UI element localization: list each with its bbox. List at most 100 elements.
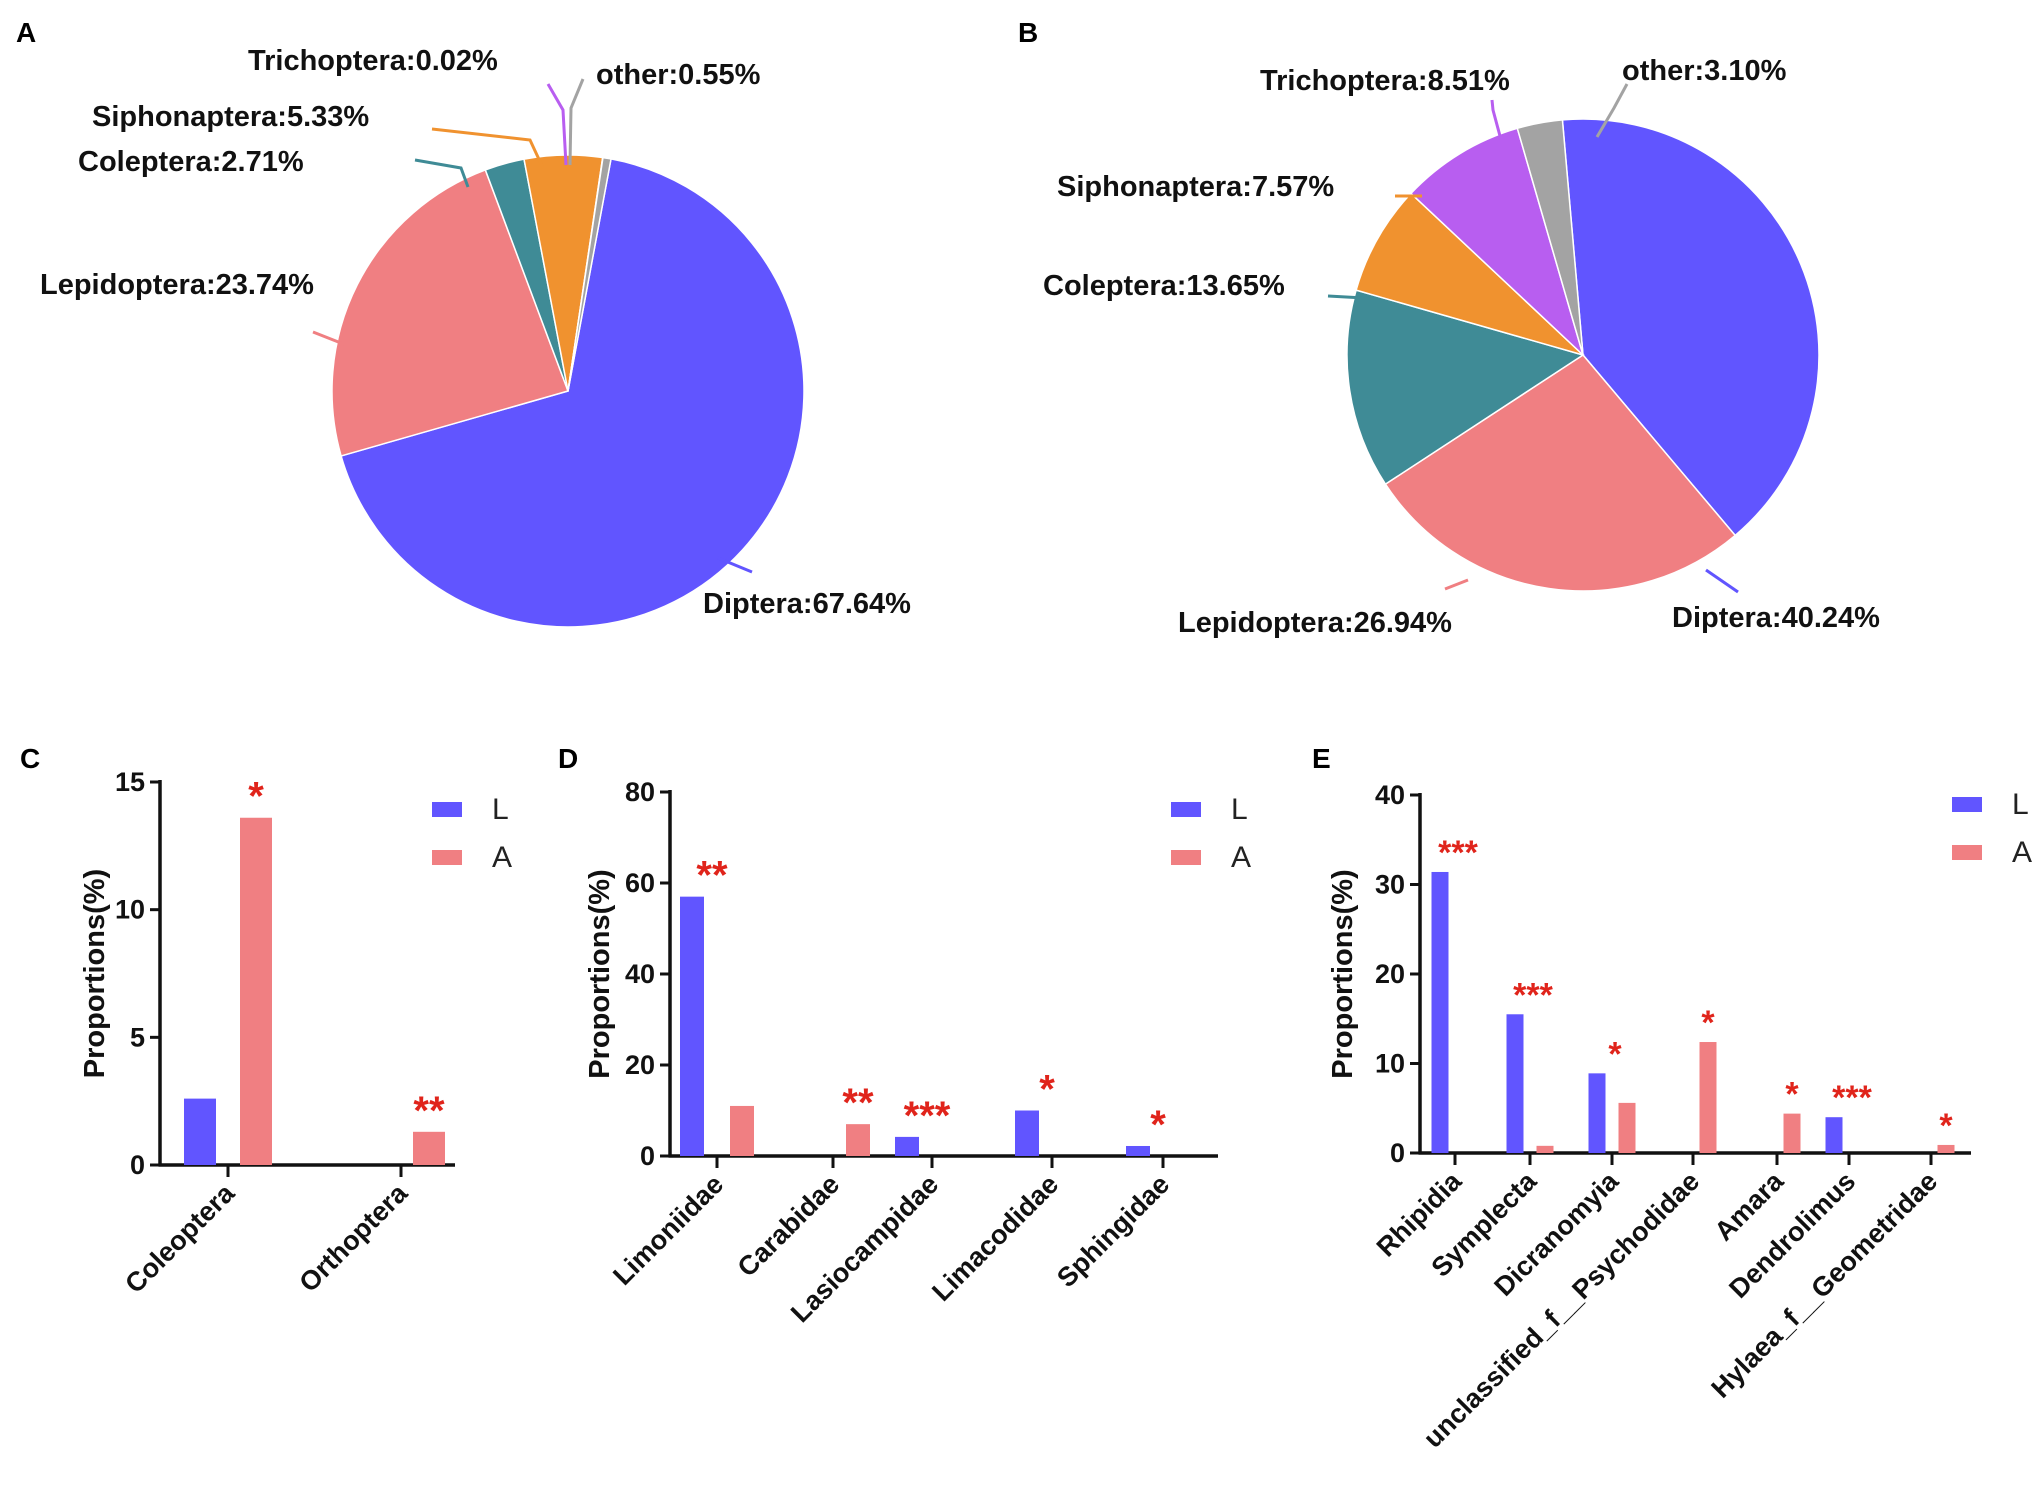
bar-c-significance: *	[248, 775, 264, 819]
bar-c-ytick-label: 15	[115, 767, 145, 797]
bar-e-ytick-label: 40	[1375, 780, 1405, 810]
bar-c-coleoptera-l	[184, 1098, 216, 1165]
bar-c-legend-label-a: A	[492, 841, 512, 874]
bar-e-ytick-label: 0	[1390, 1138, 1405, 1168]
panel-letter-a: A	[16, 17, 36, 48]
bar-c-category-label-orthoptera: Orthoptera	[293, 1177, 414, 1298]
bar-d-ytick-label: 40	[625, 959, 655, 989]
bar-d-significance: *	[1039, 1068, 1055, 1112]
bar-d-ytick-label: 20	[625, 1050, 655, 1080]
bar-e-significance: ***	[1438, 834, 1478, 872]
pie-a-label-trichoptera: Trichoptera:0.02%	[248, 45, 498, 77]
pie-a-label-other: other:0.55%	[596, 59, 761, 91]
bar-c-legend-label-l: L	[492, 793, 509, 826]
bar-d-ytick-label: 80	[625, 777, 655, 807]
bar-e-significance: *	[1608, 1035, 1622, 1073]
bar-d-significance: ***	[904, 1094, 951, 1138]
bar-c-category-label-coleoptera: Coleoptera	[119, 1177, 241, 1299]
pie-b-label-lepidoptera: Lepidoptera:26.94%	[1178, 607, 1452, 639]
bar-e-unclassified-f-psychodidae-a	[1699, 1042, 1717, 1153]
pie-a-leader-lepidoptera	[312, 330, 347, 347]
pie-b-label-diptera: Diptera:40.24%	[1672, 602, 1880, 634]
panel-letter-d: D	[558, 743, 578, 774]
pie-b-leader-other	[1595, 83, 1629, 138]
bar-d-legend-swatch-l	[1171, 802, 1201, 817]
bar-d-legend-label-l: L	[1231, 793, 1248, 826]
bar-d-ytick-label: 60	[625, 868, 655, 898]
pie-b-slice-trichoptera	[1409, 127, 1585, 358]
pie-b-label-trichoptera: Trichoptera:8.51%	[1260, 65, 1510, 97]
bar-e-dendrolimus-l	[1825, 1117, 1843, 1153]
bar-e-legend-swatch-a	[1952, 845, 1982, 860]
bar-d-category-label-limacodidae: Limacodidae	[926, 1169, 1064, 1307]
bar-c-ylabel: Proportions(%)	[79, 869, 111, 1078]
pie-b-leader-coleptera	[1327, 294, 1365, 300]
pie-b-slice-diptera	[1561, 118, 1820, 537]
bar-e-rhipidia-l	[1431, 871, 1449, 1153]
bar-d-legend-label-a: A	[1231, 841, 1251, 874]
pie-b-leader-lepidoptera	[1444, 578, 1469, 591]
bar-e-ytick-label: 30	[1375, 870, 1405, 900]
bar-c-ytick-label: 5	[130, 1022, 145, 1052]
bar-d-significance: **	[696, 854, 728, 898]
bar-c-ytick-label: 0	[130, 1150, 145, 1180]
bar-chart-c: 0 5 10 15 Proportions(%) Coleoptera * Orthopter…	[79, 767, 512, 1299]
pie-b-leader-diptera	[1705, 568, 1739, 594]
panel-letter-e: E	[1312, 743, 1331, 774]
pie-b-slice-other	[1516, 119, 1584, 356]
pie-a-slice-other	[567, 156, 612, 392]
pie-b-label-siphonaptera: Siphonaptera:7.57%	[1057, 171, 1334, 203]
bar-e-hylaea-f-geometridae-a	[1937, 1144, 1955, 1153]
pie-chart-a: Diptera:67.64% Lepidoptera:23.74% Colepter…	[40, 45, 911, 628]
bar-chart-e: 010203040Proportions(%)Rhipidia***Symple…	[1327, 780, 2032, 1454]
pie-a-leader-coleptera	[414, 158, 470, 188]
bar-d-lasiocampidae-l	[895, 1136, 919, 1156]
bar-d-ytick-label: 0	[640, 1141, 655, 1171]
bar-e-ytick-label: 10	[1375, 1049, 1405, 1079]
pie-a-leader-siphonaptera	[431, 127, 545, 169]
pie-a-label-siphonaptera: Siphonaptera:5.33%	[92, 101, 369, 133]
bar-e-ylabel: Proportions(%)	[1327, 869, 1359, 1078]
pie-a-leader-trichoptera	[546, 83, 568, 166]
bar-e-legend-label-a: A	[2012, 836, 2032, 869]
pie-a-slice-diptera	[340, 158, 805, 628]
bar-e-significance: *	[1939, 1107, 1953, 1145]
bar-c-significance: **	[413, 1089, 445, 1133]
bar-e-dicranomyia-l	[1588, 1073, 1606, 1153]
panel-letter-c: C	[20, 743, 40, 774]
bar-e-symplecta-l	[1506, 1014, 1524, 1153]
bar-d-limoniidae-l	[680, 896, 704, 1156]
bar-e-ytick-label: 20	[1375, 959, 1405, 989]
bar-c-ytick-label: 10	[115, 895, 145, 925]
bar-e-amara-a	[1783, 1113, 1801, 1153]
bar-d-ylabel: Proportions(%)	[584, 869, 616, 1078]
bar-d-limoniidae-a	[730, 1105, 754, 1156]
bar-e-symplecta-a	[1536, 1145, 1554, 1153]
bar-e-significance: ***	[1513, 976, 1553, 1014]
bar-d-significance: **	[842, 1081, 874, 1125]
bar-c-legend-swatch-a	[432, 850, 462, 865]
bar-e-legend-label-l: L	[2012, 788, 2029, 821]
panel-letter-b: B	[1018, 17, 1038, 48]
pie-a-label-diptera: Diptera:67.64%	[703, 588, 911, 620]
bar-d-significance: *	[1150, 1103, 1166, 1147]
bar-chart-d: 020406080Proportions(%)Limoniidae**Carab…	[584, 777, 1251, 1328]
bar-e-significance: *	[1785, 1076, 1799, 1114]
pie-b-label-other: other:3.10%	[1622, 55, 1787, 87]
bar-e-legend-swatch-l	[1952, 797, 1982, 812]
bar-c-legend-swatch-l	[432, 802, 462, 817]
pie-b-label-coleptera: Coleptera:13.65%	[1043, 270, 1285, 302]
pie-a-label-coleptera: Coleptera:2.71%	[78, 146, 304, 178]
bar-e-significance: ***	[1832, 1079, 1872, 1117]
bar-d-carabidae-a	[846, 1124, 870, 1156]
pie-a-leader-other	[568, 78, 585, 166]
pie-a-leader-diptera	[717, 556, 753, 574]
pie-b-leader-trichoptera	[1490, 99, 1502, 137]
pie-a-label-lepidoptera: Lepidoptera:23.74%	[40, 269, 314, 301]
pie-chart-b: Diptera:40.24% Lepidoptera:26.94% Colepter…	[1043, 55, 1880, 639]
bar-d-category-label-limoniidae: Limoniidae	[607, 1169, 729, 1291]
bar-e-dicranomyia-a	[1618, 1102, 1636, 1153]
bar-d-limacodidae-l	[1015, 1110, 1039, 1156]
bar-d-legend-swatch-a	[1171, 850, 1201, 865]
